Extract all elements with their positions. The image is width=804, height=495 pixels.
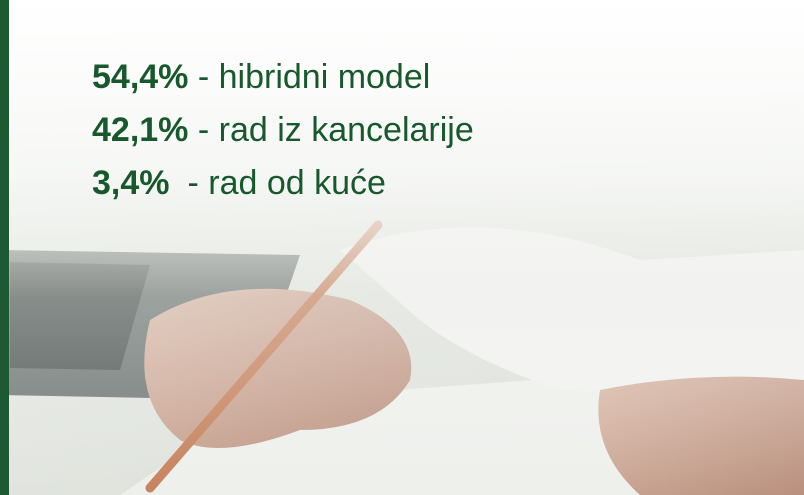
page: 54,4% - hibridni model 42,1% - rad iz ka…	[0, 0, 804, 495]
slide: 54,4% - hibridni model 42,1% - rad iz ka…	[0, 0, 804, 495]
side-bar	[0, 0, 9, 495]
stat-value: 42,1%	[92, 111, 188, 149]
stat-value: 3,4%	[92, 164, 170, 202]
stat-label: - rad od kuće	[188, 164, 386, 202]
stat-value: 54,4%	[92, 58, 188, 96]
stat-line: 42,1% - rad iz kancelarije	[92, 111, 474, 149]
stat-line: 3,4% - rad od kuće	[92, 164, 386, 202]
stat-label: - hibridni model	[198, 58, 430, 96]
stat-label: - rad iz kancelarije	[198, 111, 474, 149]
stat-line: 54,4% - hibridni model	[92, 58, 430, 96]
